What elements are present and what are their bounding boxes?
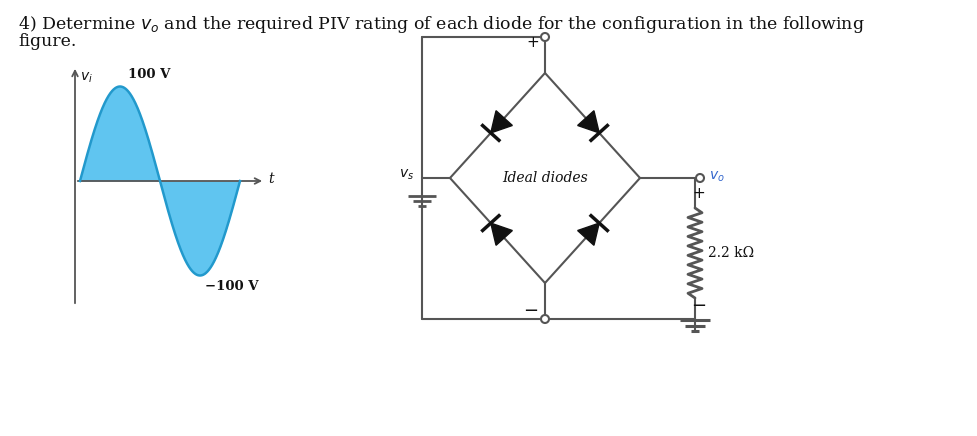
Polygon shape	[490, 111, 512, 133]
Text: $v_i$: $v_i$	[80, 71, 93, 85]
Circle shape	[696, 174, 704, 182]
Text: −: −	[524, 302, 538, 320]
Text: t: t	[268, 172, 274, 186]
Text: −: −	[692, 297, 706, 315]
Polygon shape	[577, 223, 599, 245]
Polygon shape	[577, 111, 599, 133]
Circle shape	[541, 33, 549, 41]
Polygon shape	[490, 223, 512, 245]
Text: figure.: figure.	[18, 33, 76, 50]
Text: $v_s$: $v_s$	[399, 168, 414, 182]
Text: $v_o$: $v_o$	[709, 170, 725, 184]
Text: +: +	[693, 187, 705, 201]
Text: 4) Determine $v_o$ and the required PIV rating of each diode for the configurati: 4) Determine $v_o$ and the required PIV …	[18, 14, 865, 35]
Text: −100 V: −100 V	[205, 280, 259, 293]
Text: 2.2 kΩ: 2.2 kΩ	[708, 246, 754, 260]
Text: Ideal diodes: Ideal diodes	[502, 171, 588, 185]
Circle shape	[541, 315, 549, 323]
Text: +: +	[527, 35, 539, 51]
Text: 100 V: 100 V	[128, 68, 170, 82]
